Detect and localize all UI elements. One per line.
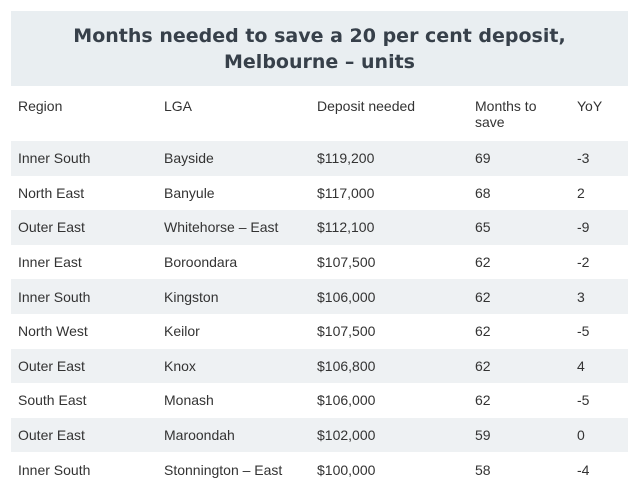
table-row: Inner East Boroondara $107,500 62 -2 xyxy=(11,245,628,280)
table-row: Outer East Whitehorse – East $112,100 65… xyxy=(11,210,628,245)
table-row: Outer East Maroondah $102,000 59 0 xyxy=(11,417,628,453)
column-header-months: Months to save xyxy=(475,98,537,130)
column-header-region: Region xyxy=(18,98,63,114)
cell-deposit: $117,000 xyxy=(317,184,375,201)
cell-region: Inner South xyxy=(11,279,157,314)
cell-region: Inner South xyxy=(18,461,91,478)
table-body: Inner South Bayside $119,200 69 -3 North… xyxy=(11,141,628,487)
cell-region: Inner East xyxy=(18,254,82,271)
table-card: Months needed to save a 20 per cent depo… xyxy=(11,11,628,487)
cell-months: 62 xyxy=(468,348,570,384)
title-banner: Months needed to save a 20 per cent depo… xyxy=(11,11,628,86)
cell-months: 62 xyxy=(468,279,570,314)
cell-lga: Bayside xyxy=(157,141,310,176)
cell-yoy: 2 xyxy=(577,184,585,201)
cell-lga: Stonnington – East xyxy=(164,461,283,478)
cell-lga: Banyule xyxy=(164,184,215,201)
table-row: North West Keilor $107,500 62 -5 xyxy=(11,314,628,349)
cell-lga: Whitehorse – East xyxy=(157,210,310,245)
cell-months: 62 xyxy=(475,254,491,271)
cell-lga: Boroondara xyxy=(164,254,238,271)
cell-yoy: 4 xyxy=(570,348,628,384)
column-header-deposit: Deposit needed xyxy=(317,98,416,114)
cell-months: 59 xyxy=(468,417,570,453)
cell-lga: Monash xyxy=(164,392,214,409)
cell-deposit: $107,500 xyxy=(317,323,376,340)
table-row: Inner South Bayside $119,200 69 -3 xyxy=(11,141,628,176)
cell-yoy: -5 xyxy=(577,392,590,409)
table-row: South East Monash $106,000 62 -5 xyxy=(11,383,628,418)
cell-yoy: 3 xyxy=(570,279,628,314)
cell-yoy: -4 xyxy=(577,461,590,478)
cell-deposit: $106,000 xyxy=(310,279,468,314)
cell-months: 69 xyxy=(468,141,570,176)
cell-deposit: $119,200 xyxy=(310,141,468,176)
cell-lga: Kingston xyxy=(157,279,310,314)
cell-deposit: $106,800 xyxy=(310,348,468,384)
table-row: North East Banyule $117,000 68 2 xyxy=(11,176,628,211)
cell-region: Outer East xyxy=(11,417,157,453)
cell-deposit: $107,500 xyxy=(317,254,376,271)
cell-region: North East xyxy=(18,184,85,201)
table-row: Inner South Kingston $106,000 62 3 xyxy=(11,279,628,314)
cell-region: Outer East xyxy=(11,348,157,384)
header-row: Region LGA Deposit needed Months to save… xyxy=(11,86,628,141)
deposit-table: Region LGA Deposit needed Months to save… xyxy=(11,86,628,487)
cell-yoy: -9 xyxy=(570,210,628,245)
cell-region: Outer East xyxy=(11,210,157,245)
cell-lga: Knox xyxy=(157,348,310,384)
cell-months: 68 xyxy=(475,184,491,201)
cell-deposit: $112,100 xyxy=(310,210,468,245)
cell-region: South East xyxy=(18,392,87,409)
cell-lga: Keilor xyxy=(164,323,200,340)
cell-yoy: 0 xyxy=(570,417,628,453)
cell-region: North West xyxy=(18,323,88,340)
cell-yoy: -2 xyxy=(577,254,590,271)
cell-deposit: $100,000 xyxy=(317,461,376,478)
column-header-yoy: YoY xyxy=(577,98,603,114)
table-row: Inner South Stonnington – East $100,000 … xyxy=(11,452,628,487)
cell-deposit: $106,000 xyxy=(317,392,376,409)
table-row: Outer East Knox $106,800 62 4 xyxy=(11,348,628,384)
cell-months: 58 xyxy=(475,461,491,478)
cell-yoy: -3 xyxy=(570,141,628,176)
cell-region: Inner South xyxy=(11,141,157,176)
column-header-lga: LGA xyxy=(164,98,193,114)
cell-months: 62 xyxy=(475,392,491,409)
cell-lga: Maroondah xyxy=(157,417,310,453)
cell-months: 65 xyxy=(468,210,570,245)
table-title: Months needed to save a 20 per cent depo… xyxy=(73,24,566,73)
cell-deposit: $102,000 xyxy=(310,417,468,453)
cell-yoy: -5 xyxy=(577,323,590,340)
cell-months: 62 xyxy=(475,323,491,340)
